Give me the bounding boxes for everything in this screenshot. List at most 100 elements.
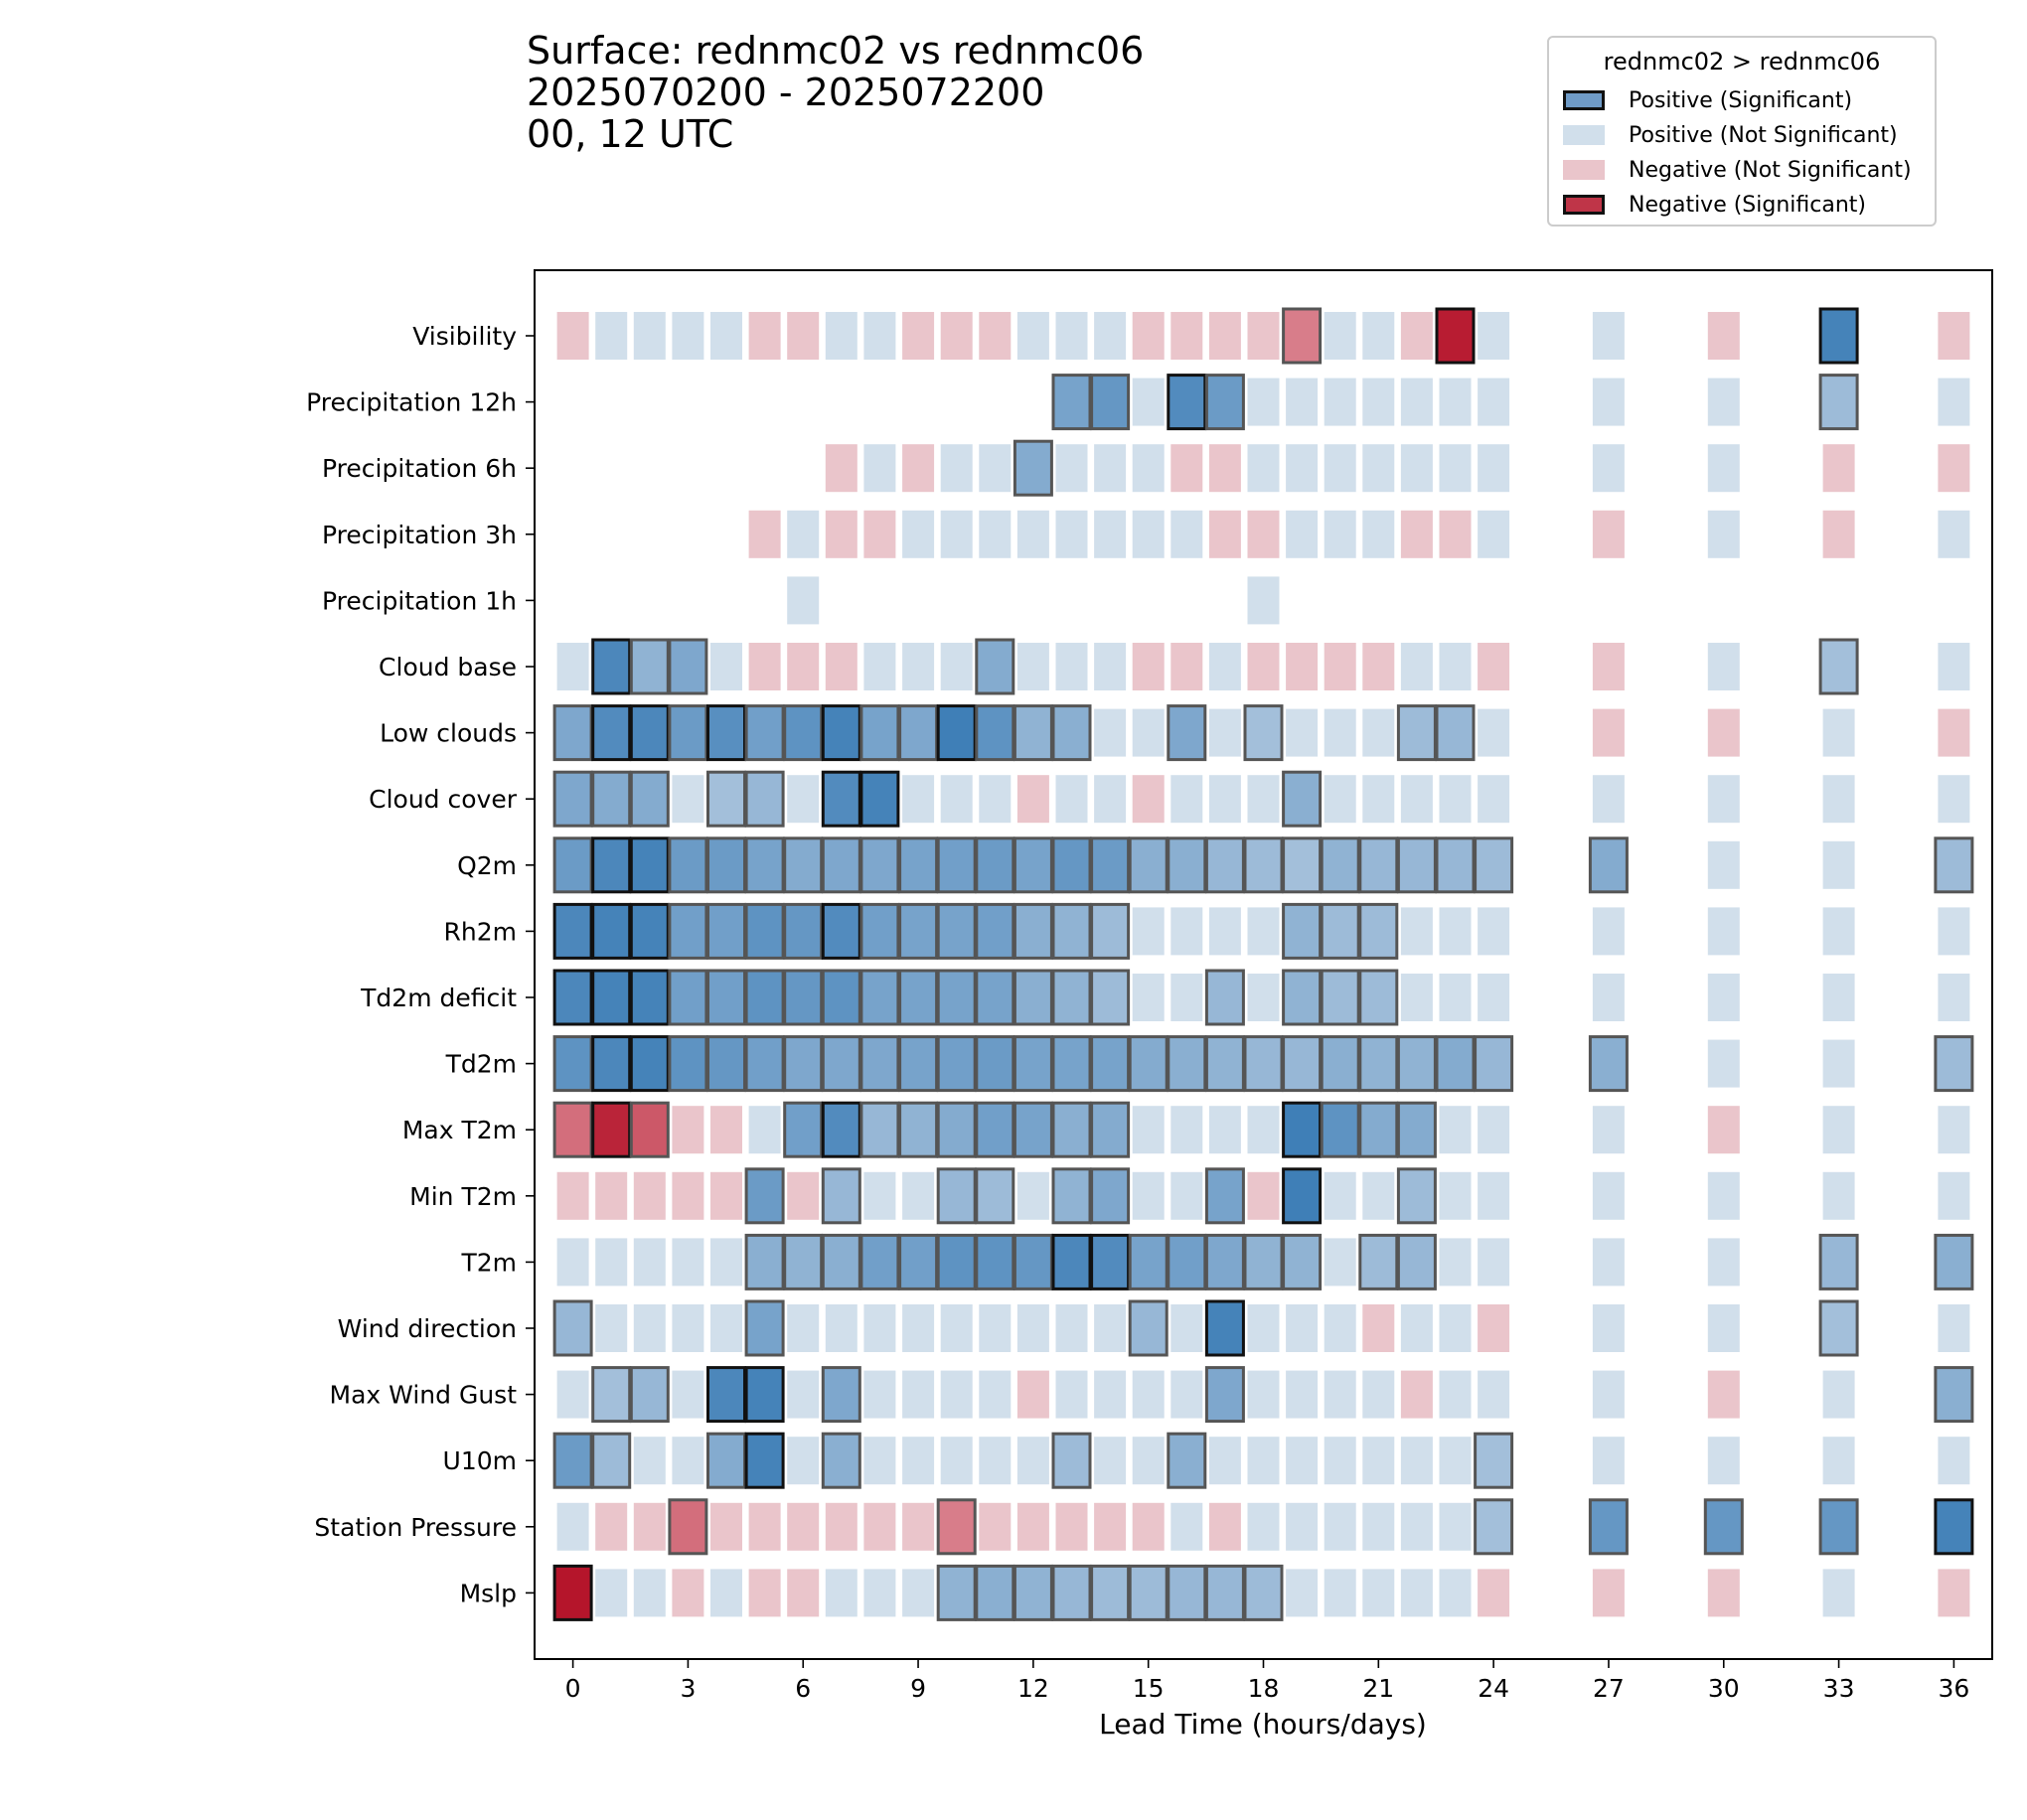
heatmap-cell [821,969,861,1026]
heatmap-cell [863,1370,896,1419]
heatmap-cell [556,1171,589,1220]
legend-label: Positive (Not Significant) [1629,122,1898,148]
heatmap-cell [1588,1498,1629,1556]
heatmap-cell [1592,1171,1625,1220]
heatmap-cell [1282,1233,1323,1290]
title-line-3: 00, 12 UTC [527,112,734,156]
heatmap-cell [1592,312,1625,360]
heatmap-cell [1016,1502,1049,1551]
heatmap-cell [744,1167,785,1225]
heatmap-cell [902,444,935,493]
heatmap-cell [1439,1437,1472,1485]
heatmap-cell [552,704,593,762]
heatmap-cell [1478,444,1510,493]
heatmap-cell [1362,708,1395,757]
heatmap-cell [710,1171,742,1220]
heatmap-cell [1128,1564,1169,1621]
heatmap-cell [1320,836,1360,894]
heatmap-cell [1208,1437,1241,1485]
heatmap-cell [1400,1569,1433,1617]
heatmap-cell [1478,312,1510,360]
heatmap-cell [821,1101,861,1158]
heatmap-cell [1362,1370,1395,1419]
legend-item-negative-not-significant: Negative (Not Significant) [1563,157,1912,183]
heatmap-cell [1592,1238,1625,1287]
heatmap-cell [1016,1171,1049,1220]
heatmap-cell [1934,1035,1974,1093]
heatmap-cell [706,1035,746,1093]
heatmap-cell [556,1238,589,1287]
heatmap-cell [902,1304,935,1352]
y-tick-label: Td2m deficit [360,984,517,1012]
heatmap-cell [1478,1106,1510,1154]
heatmap-cell [940,643,973,690]
heatmap-cell [710,1304,742,1352]
heatmap-cell [1282,1035,1323,1093]
heatmap-cell [748,1569,781,1617]
heatmap-cell [706,770,746,828]
heatmap-cell [1938,378,1970,426]
heatmap-cell [1362,378,1395,426]
heatmap-cell [863,1569,896,1617]
y-tick-label: Precipitation 1h [322,586,517,615]
heatmap-cell [1090,1101,1131,1158]
heatmap-cell [591,969,632,1026]
heatmap-cell [1170,643,1203,690]
heatmap-cell [1822,1039,1855,1088]
heatmap-cell [979,1502,1012,1551]
heatmap-cell [1435,836,1476,894]
heatmap-cell [633,1569,666,1617]
heatmap-cell [1055,510,1088,558]
x-tick-label: 3 [680,1674,696,1703]
heatmap-cell [1051,374,1092,431]
heatmap-cell [1707,1106,1740,1154]
heatmap-cell [975,1101,1015,1158]
heatmap-cell [1132,378,1165,426]
heatmap-cell [859,836,900,894]
heatmap-cell [744,969,785,1026]
heatmap-cell [1013,1564,1053,1621]
heatmap-cell [1324,1171,1356,1220]
heatmap-cell [1282,969,1323,1026]
heatmap-cell [1707,708,1740,757]
heatmap-cell [1938,444,1970,493]
heatmap-cell [668,969,708,1026]
heatmap-cell [821,770,861,828]
x-tick-label: 36 [1938,1674,1969,1703]
heatmap-cell [1090,374,1131,431]
heatmap-cell [898,1101,939,1158]
heatmap-cell [1439,1238,1472,1287]
heatmap-cell [940,312,973,360]
heatmap-cell [1938,312,1970,360]
heatmap-cell [1358,1233,1399,1290]
heatmap-cell [668,1498,708,1556]
heatmap-cell [936,1233,977,1290]
heatmap-cell [1247,643,1280,690]
x-tick-label: 0 [565,1674,581,1703]
heatmap-cell [1707,1370,1740,1419]
heatmap-cell [629,1366,670,1424]
heatmap-cell [1396,1035,1437,1093]
heatmap-cell [1094,1370,1127,1419]
heatmap-cell [552,770,593,828]
heatmap-cell [1435,307,1476,365]
heatmap-cell [979,1437,1012,1485]
heatmap-cell [672,1106,704,1154]
heatmap-cell [1822,510,1855,558]
heatmap-cell [1090,1167,1131,1225]
heatmap-cell [591,638,632,695]
heatmap-cell [1094,1502,1127,1551]
heatmap-cell [863,1304,896,1352]
legend-swatch [1563,90,1605,110]
heatmap-cell [1013,902,1053,960]
heatmap-cell [1208,775,1241,824]
heatmap-cell [1592,1569,1625,1617]
heatmap-cell [748,510,781,558]
heatmap-cell [1204,1233,1245,1290]
heatmap-cell [979,510,1012,558]
heatmap-cell [706,704,746,762]
heatmap-cell [1324,378,1356,426]
x-axis-label: Lead Time (hours/days) [1099,1708,1427,1741]
x-tick-label: 27 [1593,1674,1625,1703]
heatmap-cell [1055,1370,1088,1419]
